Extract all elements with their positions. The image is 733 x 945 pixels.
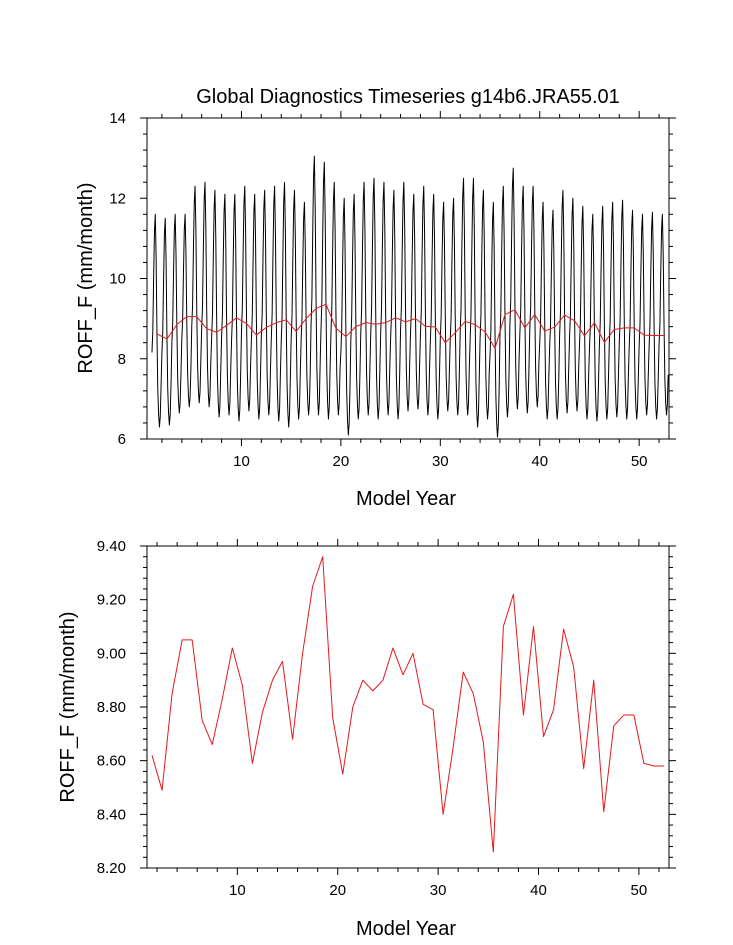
top-series-lines (151, 155, 669, 438)
bottom-series-lines (151, 556, 664, 853)
top-y-tick-label: 6 (118, 431, 126, 448)
top-chart-title: Global Diagnostics Timeseries g14b6.JRA5… (196, 86, 620, 108)
top-y-axis-label: ROFF_F (mm/month) (75, 182, 97, 373)
top-y-tick-labels: 6 8 10 12 14 (109, 110, 126, 448)
top-series-monthly (151, 155, 669, 438)
bottom-chart: 8.208.408.608.809.009.209.40 10 20 30 40 50 … (57, 538, 676, 940)
top-y-tick-label: 14 (109, 110, 126, 127)
bottom-y-axis-label: ROFF_F (mm/month) (57, 611, 79, 802)
top-axis-ticks (140, 111, 676, 446)
bottom-y-tick-label: 8.20 (97, 860, 126, 877)
top-x-tick-label: 40 (531, 453, 548, 470)
top-x-tick-label: 10 (233, 453, 250, 470)
bottom-x-tick-label: 40 (530, 882, 547, 899)
top-x-tick-labels: 10 20 30 40 50 (233, 453, 647, 470)
bottom-y-tick-label: 8.60 (97, 753, 126, 770)
bottom-x-axis-label: Model Year (356, 918, 456, 940)
bottom-y-tick-label: 9.20 (97, 592, 126, 609)
top-y-tick-label: 12 (109, 190, 126, 207)
bottom-x-tick-label: 10 (229, 882, 246, 899)
bottom-y-tick-labels: 8.20 8.40 8.60 8.80 9.00 9.20 9.40 (97, 538, 126, 877)
top-x-tick-label: 50 (631, 453, 648, 470)
top-x-tick-label: 30 (432, 453, 449, 470)
bottom-x-tick-label: 50 (631, 882, 648, 899)
bottom-y-tick-label: 9.00 (97, 645, 126, 662)
bottom-series-annual-mean (151, 556, 664, 853)
top-chart: Global Diagnostics Timeseries g14b6.JRA5… (75, 86, 676, 510)
bottom-axis-ticks (140, 539, 676, 875)
bottom-y-tick-label: 8.80 (97, 699, 126, 716)
top-x-tick-label: 20 (333, 453, 350, 470)
bottom-x-tick-labels: 10 20 30 40 50 (229, 882, 647, 899)
top-y-tick-label: 8 (118, 351, 126, 368)
bottom-x-tick-label: 20 (329, 882, 346, 899)
top-x-axis-label: Model Year (356, 488, 456, 510)
bottom-y-tick-label: 9.40 (97, 538, 126, 555)
bottom-x-tick-label: 30 (430, 882, 447, 899)
top-y-tick-label: 10 (109, 271, 126, 288)
bottom-y-tick-label: 8.40 (97, 806, 126, 823)
top-series-annual-mean (156, 303, 665, 349)
